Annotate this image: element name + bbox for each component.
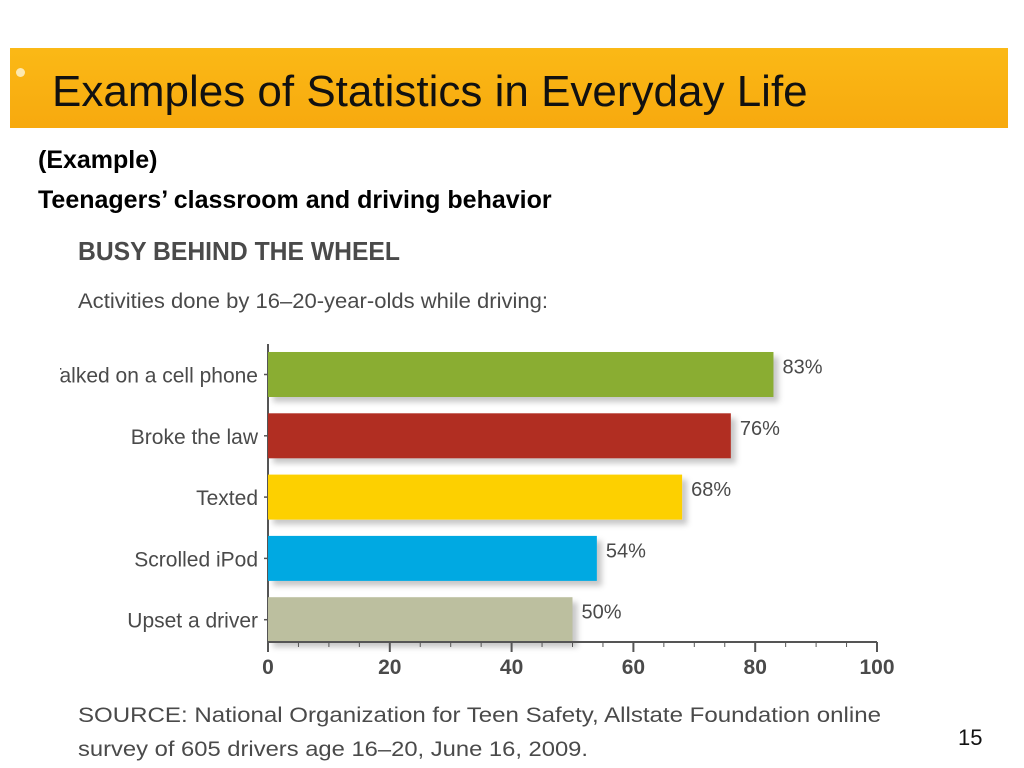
slide-title: Examples of Statistics in Everyday Life	[52, 67, 808, 116]
x-tick-label: 80	[744, 656, 767, 679]
category-label: Upset a driver	[127, 610, 258, 633]
value-label: 76%	[740, 418, 780, 440]
bar	[268, 352, 774, 397]
category-label: Broke the law	[131, 426, 259, 449]
source-line-1: SOURCE: National Organization for Teen S…	[78, 704, 881, 727]
bar-chart: BUSY BEHIND THE WHEEL Activities done by…	[60, 236, 895, 761]
title-bullet-icon	[16, 68, 25, 77]
page-number: 15	[958, 725, 983, 750]
chart-title: BUSY BEHIND THE WHEEL	[78, 236, 400, 266]
category-label: Texted	[196, 487, 258, 510]
category-label: Talked on a cell phone	[60, 365, 258, 388]
value-label: 68%	[691, 479, 731, 501]
bar	[268, 474, 683, 520]
plot-area: Talked on a cell phone 83% Broke the law 76…	[60, 344, 895, 679]
source-line-2: survey of 605 drivers age 16–20, June 16…	[78, 738, 588, 761]
bar	[268, 413, 731, 459]
x-tick-label: 100	[859, 656, 894, 679]
category-label: Scrolled iPod	[134, 548, 258, 571]
bar	[268, 535, 597, 581]
x-tick-label: 40	[500, 656, 523, 679]
bar	[268, 597, 573, 643]
value-label: 54%	[606, 540, 646, 562]
title-bar	[10, 48, 1008, 128]
chart-subtitle: Activities done by 16–20-year-olds while…	[78, 290, 548, 313]
example-description: Teenagers’ classroom and driving behavio…	[38, 186, 552, 214]
example-label: (Example)	[38, 146, 158, 174]
x-tick-label: 60	[622, 656, 645, 679]
x-tick-label: 0	[262, 656, 274, 679]
value-label: 50%	[582, 602, 622, 624]
value-label: 83%	[782, 357, 822, 379]
x-tick-label: 20	[378, 656, 401, 679]
